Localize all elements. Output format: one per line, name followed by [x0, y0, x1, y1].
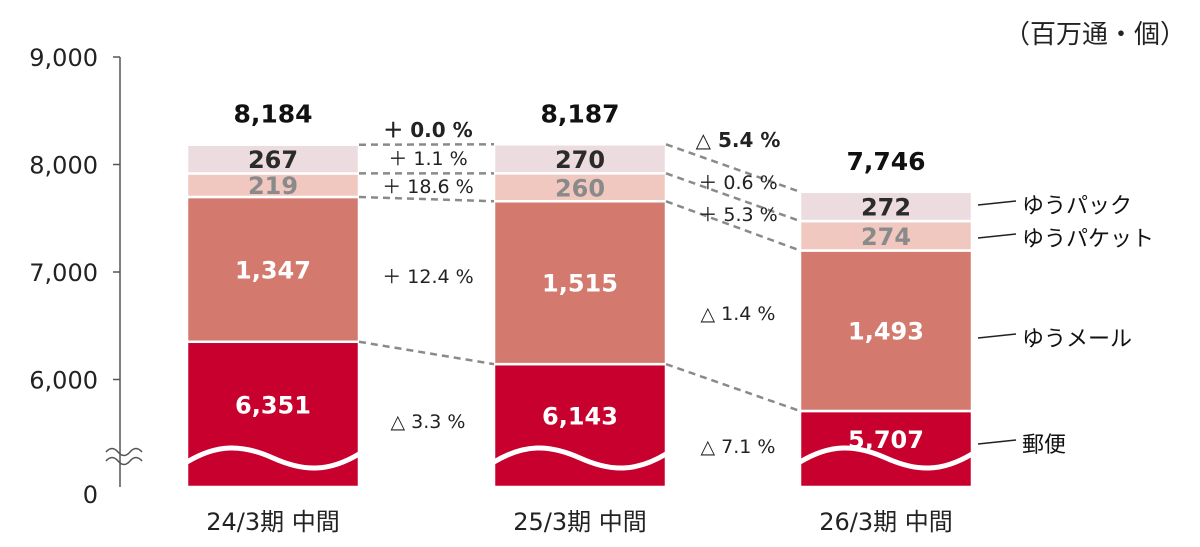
- bar-segment: [492, 143, 668, 175]
- change-label: ＋ 1.1 %: [388, 148, 467, 170]
- legend-leader-line: [977, 233, 1017, 239]
- y-tick-label: 6,000: [29, 367, 98, 395]
- data-label: 1,493: [848, 318, 924, 346]
- bar-segment: [492, 172, 668, 203]
- y-tick-label: 0: [83, 481, 98, 509]
- total-change-label: △ 5.4 %: [696, 128, 781, 152]
- change-label: ＋ 0.6 %: [698, 172, 777, 194]
- total-label: 7,746: [846, 147, 925, 176]
- data-label: 6,351: [235, 391, 311, 419]
- legend-leader-line: [977, 333, 1017, 339]
- category-label: 25/3期 中間: [513, 508, 647, 536]
- connector-line: [665, 362, 801, 413]
- data-label: 267: [248, 146, 298, 174]
- category-label: 26/3期 中間: [819, 508, 953, 536]
- bar-segment: [798, 219, 974, 252]
- bar-segment: [798, 249, 974, 413]
- bar-segment: [185, 143, 361, 175]
- change-label: △ 1.4 %: [701, 303, 776, 325]
- change-label: ＋ 5.3 %: [698, 204, 777, 226]
- y-tick-label: 9,000: [29, 44, 98, 72]
- data-label: 260: [555, 174, 605, 202]
- data-label: 219: [248, 172, 298, 200]
- bar-segment: [185, 340, 361, 489]
- change-label: ＋ 12.4 %: [382, 266, 473, 288]
- category-label: 24/3期 中間: [206, 508, 340, 536]
- axis-break-wave: [798, 445, 974, 471]
- data-label: 1,347: [235, 256, 311, 284]
- legend-leader-line: [977, 200, 1017, 206]
- legend-label: ゆうパック: [1022, 194, 1132, 219]
- bar-segment: [492, 200, 668, 366]
- unit-label: （百万通・個）: [1003, 20, 1186, 50]
- total-label: 8,187: [540, 99, 619, 128]
- change-label: ＋ 18.6 %: [382, 176, 473, 198]
- legend-label: ゆうメール: [1022, 327, 1132, 352]
- data-label: 274: [861, 223, 911, 251]
- axis-break-mark: [105, 456, 143, 466]
- connector-line: [358, 195, 495, 203]
- change-label: △ 7.1 %: [701, 436, 776, 458]
- legend-leader-line: [977, 439, 1017, 445]
- legend-label: 郵便: [1022, 433, 1066, 458]
- axis-break-wave: [492, 445, 668, 471]
- y-tick-label: 7,000: [29, 259, 98, 287]
- data-label: 272: [861, 193, 911, 221]
- axis-break-wave: [185, 445, 361, 471]
- axis-break-mark: [105, 447, 143, 457]
- y-tick-label: 8,000: [29, 152, 98, 180]
- data-label: 1,515: [542, 270, 618, 298]
- legend-label: ゆうパケット: [1022, 227, 1154, 252]
- total-change-label: ＋ 0.0 %: [383, 118, 472, 142]
- data-label: 270: [555, 146, 605, 174]
- total-label: 8,184: [233, 100, 312, 129]
- data-label: 6,143: [542, 402, 618, 430]
- change-label: △ 3.3 %: [391, 411, 466, 433]
- connector-line: [358, 340, 495, 366]
- bar-segment: [185, 195, 361, 344]
- bar-segment: [798, 190, 974, 223]
